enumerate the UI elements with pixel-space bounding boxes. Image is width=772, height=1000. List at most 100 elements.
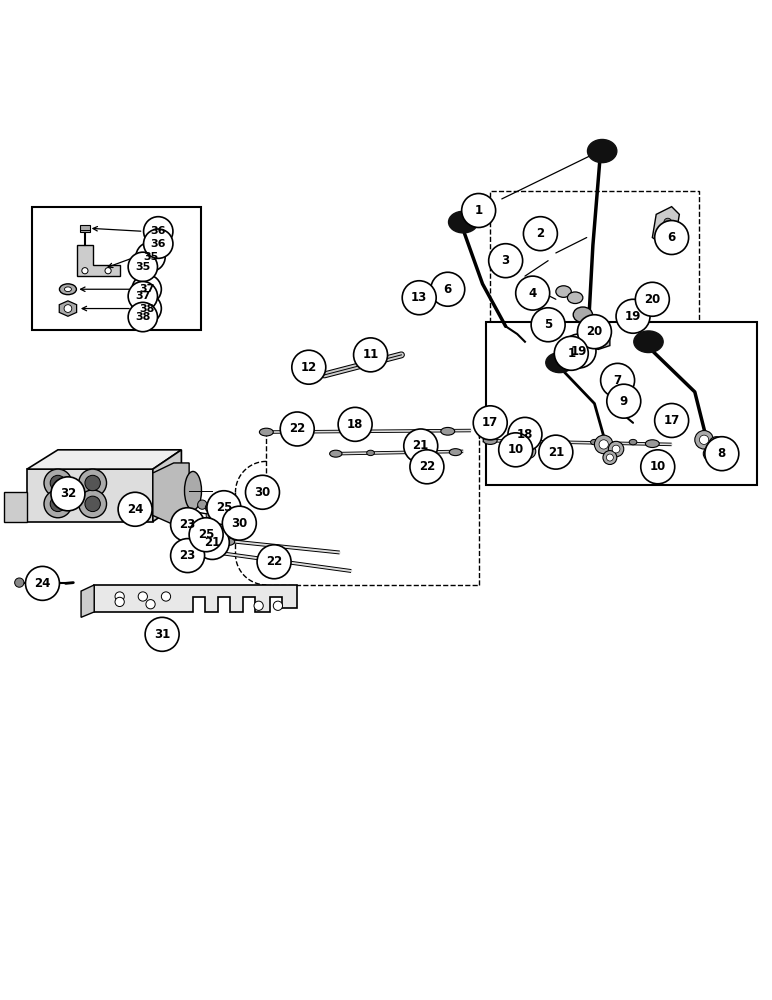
Circle shape [607,384,641,418]
Circle shape [699,435,709,444]
Polygon shape [652,207,679,245]
Text: 30: 30 [254,486,271,499]
Circle shape [44,469,72,497]
Text: 10: 10 [649,460,666,473]
Circle shape [449,289,462,302]
Circle shape [706,450,713,457]
Ellipse shape [285,429,294,435]
Circle shape [85,496,100,512]
Circle shape [115,592,124,601]
Circle shape [402,281,436,315]
Circle shape [79,490,107,518]
Text: 21: 21 [204,536,221,549]
Text: 21: 21 [547,446,564,459]
Text: 6: 6 [668,231,676,244]
Text: 22: 22 [289,422,306,435]
Text: 22: 22 [418,460,435,473]
Text: 37: 37 [135,291,151,301]
Circle shape [623,319,631,326]
Circle shape [202,530,212,539]
Text: 19: 19 [625,310,642,323]
Circle shape [531,308,565,342]
Polygon shape [4,492,27,522]
Circle shape [489,244,523,278]
Circle shape [640,299,649,308]
Circle shape [670,224,678,232]
Circle shape [15,578,24,587]
Circle shape [222,506,256,540]
Circle shape [254,601,263,610]
Circle shape [603,451,617,464]
Circle shape [718,446,726,453]
Circle shape [215,510,222,518]
Circle shape [115,597,124,607]
Circle shape [628,304,638,313]
Ellipse shape [205,550,219,558]
Text: 23: 23 [179,518,196,531]
Ellipse shape [521,439,529,445]
Text: 18: 18 [516,428,533,441]
Polygon shape [153,450,181,522]
Circle shape [562,334,596,368]
Circle shape [118,492,152,526]
Circle shape [50,475,66,491]
Text: 11: 11 [362,348,379,361]
Circle shape [606,454,613,461]
Circle shape [85,475,100,491]
Circle shape [515,442,523,450]
Circle shape [404,429,438,463]
Circle shape [462,194,496,227]
Text: 21: 21 [412,439,429,452]
Text: 36: 36 [151,226,166,236]
Text: 30: 30 [231,517,248,530]
Text: 24: 24 [127,503,144,516]
Circle shape [709,437,724,452]
Ellipse shape [591,439,598,445]
Circle shape [664,218,672,226]
Circle shape [205,503,215,512]
Circle shape [136,242,165,271]
Polygon shape [81,585,94,617]
Ellipse shape [417,450,425,456]
Text: 1: 1 [475,204,482,217]
Ellipse shape [483,437,497,444]
Circle shape [508,417,542,451]
Text: 2: 2 [537,227,544,240]
Circle shape [145,617,179,651]
Circle shape [132,294,161,323]
Bar [80,225,90,232]
Text: 25: 25 [215,501,232,514]
Polygon shape [27,469,153,522]
Circle shape [128,302,157,332]
Ellipse shape [546,353,574,373]
Circle shape [612,445,620,453]
Ellipse shape [221,538,235,546]
Circle shape [539,435,573,469]
Text: 25: 25 [198,528,215,541]
Circle shape [608,441,624,457]
Circle shape [144,217,173,246]
Circle shape [44,490,72,518]
Circle shape [641,450,675,484]
Ellipse shape [634,331,663,353]
Circle shape [189,518,223,552]
Circle shape [525,448,533,455]
Text: 20: 20 [644,293,661,306]
Polygon shape [77,245,120,276]
Circle shape [245,475,279,509]
Circle shape [128,282,157,311]
Circle shape [599,440,608,449]
Text: 38: 38 [135,312,151,322]
Ellipse shape [449,449,462,456]
Circle shape [705,437,739,471]
Circle shape [313,370,320,376]
Circle shape [713,441,720,448]
Circle shape [132,275,161,304]
Circle shape [192,532,201,542]
Circle shape [207,491,241,525]
Circle shape [715,443,729,457]
Circle shape [161,592,171,601]
Circle shape [703,447,717,461]
Circle shape [79,469,107,497]
Text: 38: 38 [139,304,154,314]
